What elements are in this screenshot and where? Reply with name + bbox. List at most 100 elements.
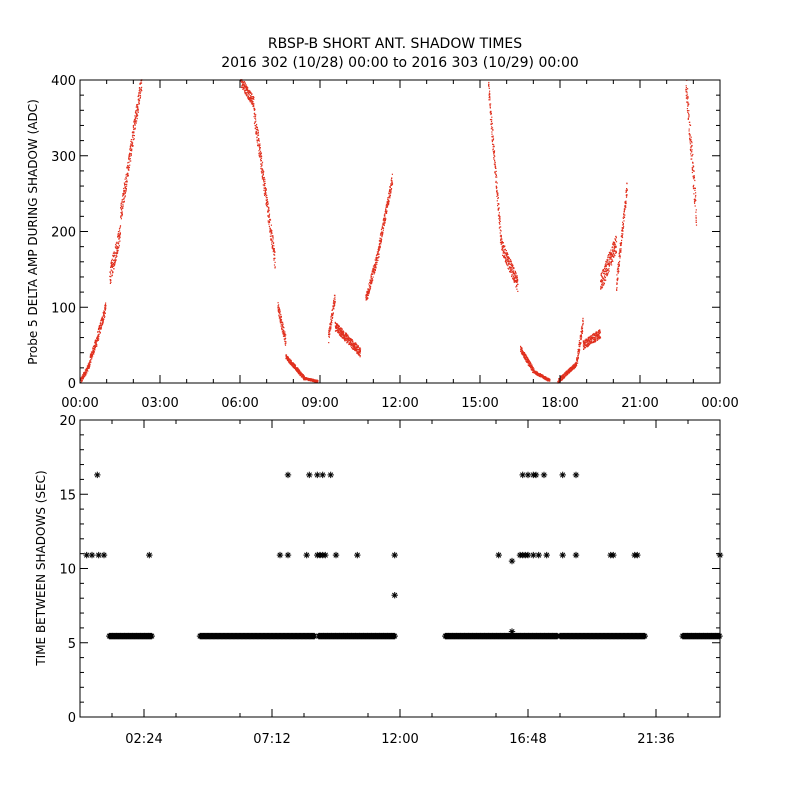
data-point	[694, 189, 696, 191]
data-point	[269, 231, 271, 233]
data-point	[588, 339, 590, 341]
data-point	[329, 323, 331, 325]
data-point	[344, 339, 346, 341]
data-point	[251, 100, 253, 103]
data-point	[257, 143, 259, 145]
data-point	[280, 316, 282, 318]
data-point	[378, 243, 381, 245]
data-point	[134, 111, 137, 113]
data-point	[505, 259, 507, 261]
data-point	[531, 366, 533, 368]
data-point	[282, 321, 284, 323]
data-point	[83, 373, 85, 375]
data-point	[356, 351, 358, 353]
data-point	[590, 338, 592, 340]
data-point	[614, 246, 616, 248]
data-point	[283, 330, 285, 332]
data-point	[138, 103, 140, 105]
data-point	[491, 141, 493, 143]
data-point	[502, 252, 504, 254]
data-point	[502, 245, 504, 247]
data-point	[120, 207, 122, 209]
data-point	[564, 373, 566, 375]
data-point	[602, 272, 604, 275]
data-point	[91, 352, 93, 354]
data-point	[528, 360, 530, 362]
data-point	[122, 193, 124, 195]
data-point	[692, 177, 694, 179]
data-point	[515, 286, 517, 288]
data-point	[99, 331, 101, 333]
data-point	[136, 104, 138, 106]
data-point	[329, 333, 331, 335]
data-point	[386, 206, 389, 208]
data-point	[263, 189, 265, 191]
data-point	[367, 288, 369, 290]
data-point	[517, 278, 519, 280]
data-point	[341, 334, 343, 336]
data-point	[255, 118, 257, 120]
data-point	[622, 227, 624, 229]
data-point	[489, 103, 491, 105]
data-point	[389, 195, 391, 197]
data-point	[335, 326, 337, 328]
y-tick-label: 400	[51, 74, 76, 89]
data-point	[279, 317, 282, 319]
data-point	[283, 327, 285, 329]
data-point	[119, 240, 121, 242]
data-point	[499, 218, 501, 220]
data-point	[278, 312, 280, 314]
data-point	[120, 215, 122, 217]
data-point	[613, 256, 615, 258]
data-cluster	[240, 79, 255, 107]
data-point	[387, 198, 389, 200]
data-point	[691, 140, 693, 142]
data-point	[498, 227, 500, 229]
data-point	[121, 212, 123, 215]
data-point	[349, 339, 351, 341]
data-point	[115, 245, 118, 247]
data-point	[119, 225, 122, 227]
data-point	[532, 471, 540, 479]
data-point	[390, 191, 392, 193]
data-point	[591, 342, 593, 344]
data-point	[120, 212, 122, 214]
data-point	[495, 181, 497, 183]
data-point	[527, 360, 529, 363]
data-point	[608, 260, 610, 262]
data-point	[693, 165, 695, 168]
data-point	[375, 261, 377, 264]
data-point	[526, 355, 528, 357]
data-point	[127, 167, 129, 169]
data-point	[96, 345, 98, 347]
data-point	[258, 145, 260, 147]
data-point	[599, 329, 601, 331]
data-point	[330, 321, 332, 323]
data-point	[113, 255, 115, 257]
data-point	[499, 223, 501, 225]
baseline-band	[106, 632, 155, 640]
data-point	[622, 221, 624, 223]
data-point	[596, 337, 598, 339]
data-point	[499, 220, 501, 222]
data-point	[500, 226, 502, 228]
data-point	[279, 316, 281, 318]
data-point	[98, 330, 101, 332]
data-point	[506, 256, 508, 259]
data-point	[122, 195, 124, 197]
data-point	[685, 87, 687, 89]
data-point	[337, 326, 339, 328]
data-point	[244, 85, 246, 87]
data-point	[104, 303, 106, 306]
data-point	[381, 231, 383, 233]
data-point	[585, 341, 587, 343]
data-point	[258, 153, 260, 155]
data-point	[254, 108, 256, 110]
data-point	[382, 219, 384, 221]
data-point	[499, 235, 501, 237]
data-point	[380, 233, 382, 235]
data-point	[260, 152, 262, 154]
data-point	[274, 254, 276, 256]
data-point	[130, 153, 132, 155]
